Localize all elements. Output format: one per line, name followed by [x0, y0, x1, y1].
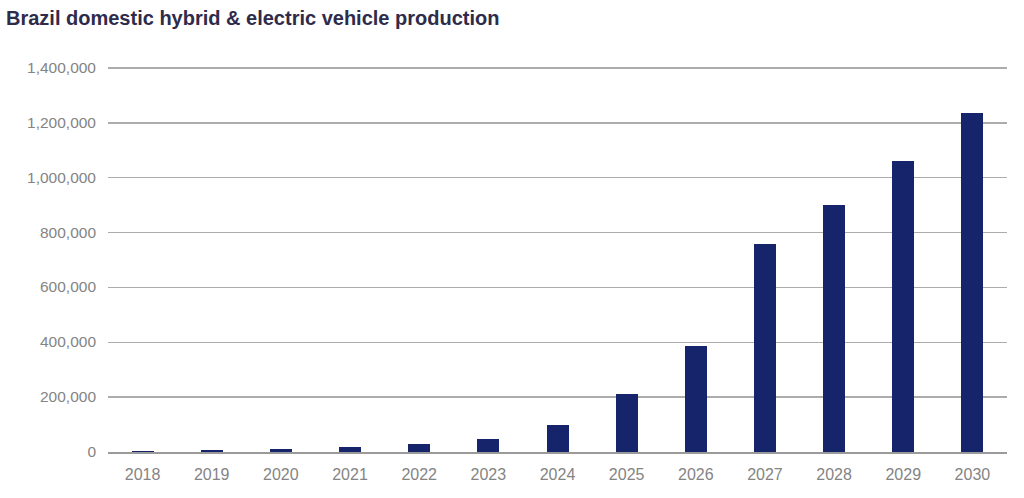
x-tick-label: 2019	[177, 465, 246, 485]
x-tick-label: 2023	[454, 465, 523, 485]
bar-2029	[892, 161, 914, 452]
gridline	[108, 342, 1007, 344]
x-tick-label: 2029	[869, 465, 938, 485]
bar-2028	[823, 205, 845, 452]
gridline	[108, 67, 1007, 69]
x-tick-label: 2024	[523, 465, 592, 485]
gridline	[108, 177, 1007, 179]
y-tick-label: 1,400,000	[0, 59, 96, 77]
bar-2027	[754, 244, 776, 452]
gridline	[108, 122, 1007, 124]
x-tick-label: 2028	[800, 465, 869, 485]
y-tick-label: 1,000,000	[0, 169, 96, 187]
y-tick-label: 800,000	[0, 224, 96, 242]
chart: Brazil domestic hybrid & electric vehicl…	[0, 0, 1024, 498]
chart-title: Brazil domestic hybrid & electric vehicl…	[6, 7, 499, 30]
bar-2024	[547, 425, 569, 452]
bar-2023	[477, 439, 499, 452]
bar-2025	[616, 394, 638, 452]
bar-2022	[408, 444, 430, 452]
y-tick-label: 400,000	[0, 333, 96, 351]
x-tick-label: 2018	[108, 465, 177, 485]
gridline	[108, 287, 1007, 289]
x-tick-label: 2027	[730, 465, 799, 485]
bar-2026	[685, 346, 707, 452]
y-tick-label: 200,000	[0, 388, 96, 406]
x-tick-label: 2030	[938, 465, 1007, 485]
y-tick-label: 600,000	[0, 278, 96, 296]
bar-2030	[961, 113, 983, 452]
y-tick-label: 1,200,000	[0, 114, 96, 132]
x-axis-line	[108, 452, 1007, 454]
x-tick-label: 2025	[592, 465, 661, 485]
gridline	[108, 396, 1007, 398]
y-tick-label: 0	[0, 443, 96, 461]
gridline	[108, 232, 1007, 234]
x-tick-label: 2020	[246, 465, 315, 485]
plot-area	[108, 68, 1007, 452]
x-tick-label: 2022	[385, 465, 454, 485]
x-tick-label: 2026	[661, 465, 730, 485]
x-tick-label: 2021	[315, 465, 384, 485]
